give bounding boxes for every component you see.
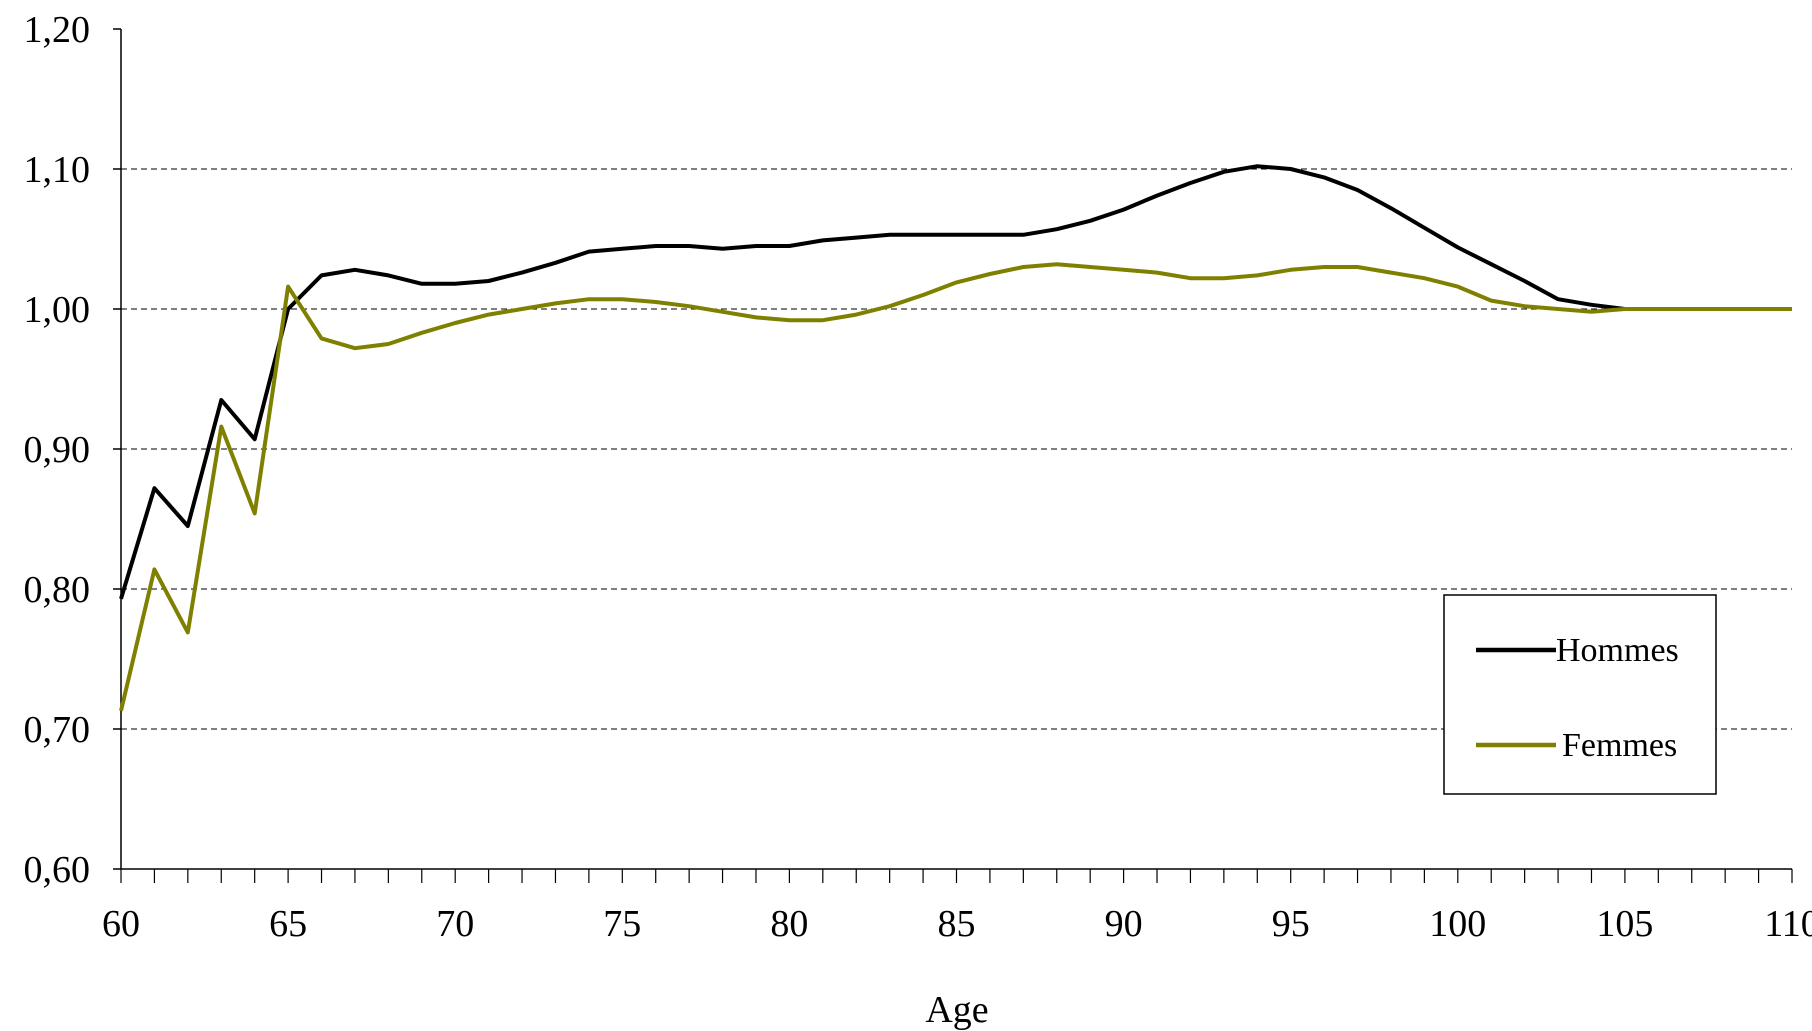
x-axis-title: Age	[925, 989, 988, 1031]
x-tick-label-9: 105	[1596, 903, 1653, 945]
y-tick-label-1: 0,70	[24, 709, 91, 751]
x-tick-label-6: 90	[1105, 903, 1143, 945]
y-tick-label-6: 1,20	[24, 9, 91, 51]
series-line-hommes	[119, 164, 1792, 600]
legend: Hommes Femmes	[1443, 594, 1717, 795]
legend-label-femmes: Femmes	[1562, 727, 1677, 764]
axes	[113, 28, 1793, 883]
x-tick-label-10: 110	[1764, 903, 1812, 945]
x-tick-label-5: 85	[938, 903, 976, 945]
y-tick-label-3: 0,90	[24, 429, 91, 471]
series-lines	[119, 164, 1792, 712]
series-line-femmes	[119, 262, 1792, 712]
tick-labels: 0,60 0,70 0,80 0,90 1,00 1,10 1,20 60 65 70 75 80 85…	[24, 9, 1812, 945]
y-tick-label-0: 0,60	[24, 849, 91, 891]
legend-box	[1443, 594, 1717, 795]
x-tick-label-4: 80	[770, 903, 808, 945]
y-tick-label-5: 1,10	[24, 149, 91, 191]
legend-label-hommes: Hommes	[1556, 632, 1679, 669]
x-tick-label-3: 75	[603, 903, 641, 945]
x-tick-label-7: 95	[1272, 903, 1310, 945]
x-tick-label-1: 65	[269, 903, 307, 945]
x-tick-label-0: 60	[102, 903, 140, 945]
x-tick-label-2: 70	[436, 903, 474, 945]
x-tick-label-8: 100	[1429, 903, 1486, 945]
y-tick-label-2: 0,80	[24, 569, 91, 611]
y-tick-label-4: 1,00	[24, 289, 91, 331]
